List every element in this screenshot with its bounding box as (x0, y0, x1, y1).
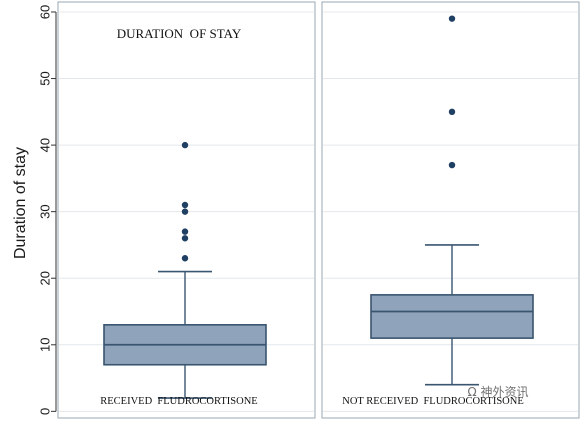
panel-right-frame (321, 1, 580, 419)
iqr-box-not-received (370, 294, 534, 339)
outlier-received-31 (181, 201, 189, 209)
category-label-received: RECEIVED FLUDROCORTISONE (100, 396, 257, 407)
outlier-not-received-59 (448, 15, 456, 22)
outlier-received-30 (181, 208, 189, 215)
y-axis-title: Duration of stay (12, 147, 29, 259)
y-tick-label-20: 20 (37, 271, 52, 285)
chart-annotation: DURATION OF STAY (117, 26, 242, 41)
outlier-received-23 (181, 255, 189, 262)
y-axis: 0 10 20 30 40 50 60 (37, 5, 57, 415)
outlier-received-40 (181, 141, 189, 149)
outlier-received-26 (181, 235, 189, 242)
y-tick-label-40: 40 (37, 138, 52, 152)
outlier-not-received-45 (448, 108, 456, 116)
boxes (103, 15, 534, 399)
category-label-not-received: NOT RECEIVED FLUDROCORTISONE (342, 396, 523, 407)
annotation-background (98, 20, 258, 46)
outlier-not-received-37 (448, 161, 456, 169)
y-tick-label-0: 0 (37, 408, 52, 415)
watermark-logo: Ω 神外资讯 (468, 385, 529, 399)
y-tick-label-50: 50 (37, 71, 52, 85)
y-tick-label-10: 10 (37, 338, 52, 352)
outlier-received-27 (181, 228, 189, 235)
y-tick-label-60: 60 (37, 5, 52, 19)
y-tick-label-30: 30 (37, 204, 52, 218)
